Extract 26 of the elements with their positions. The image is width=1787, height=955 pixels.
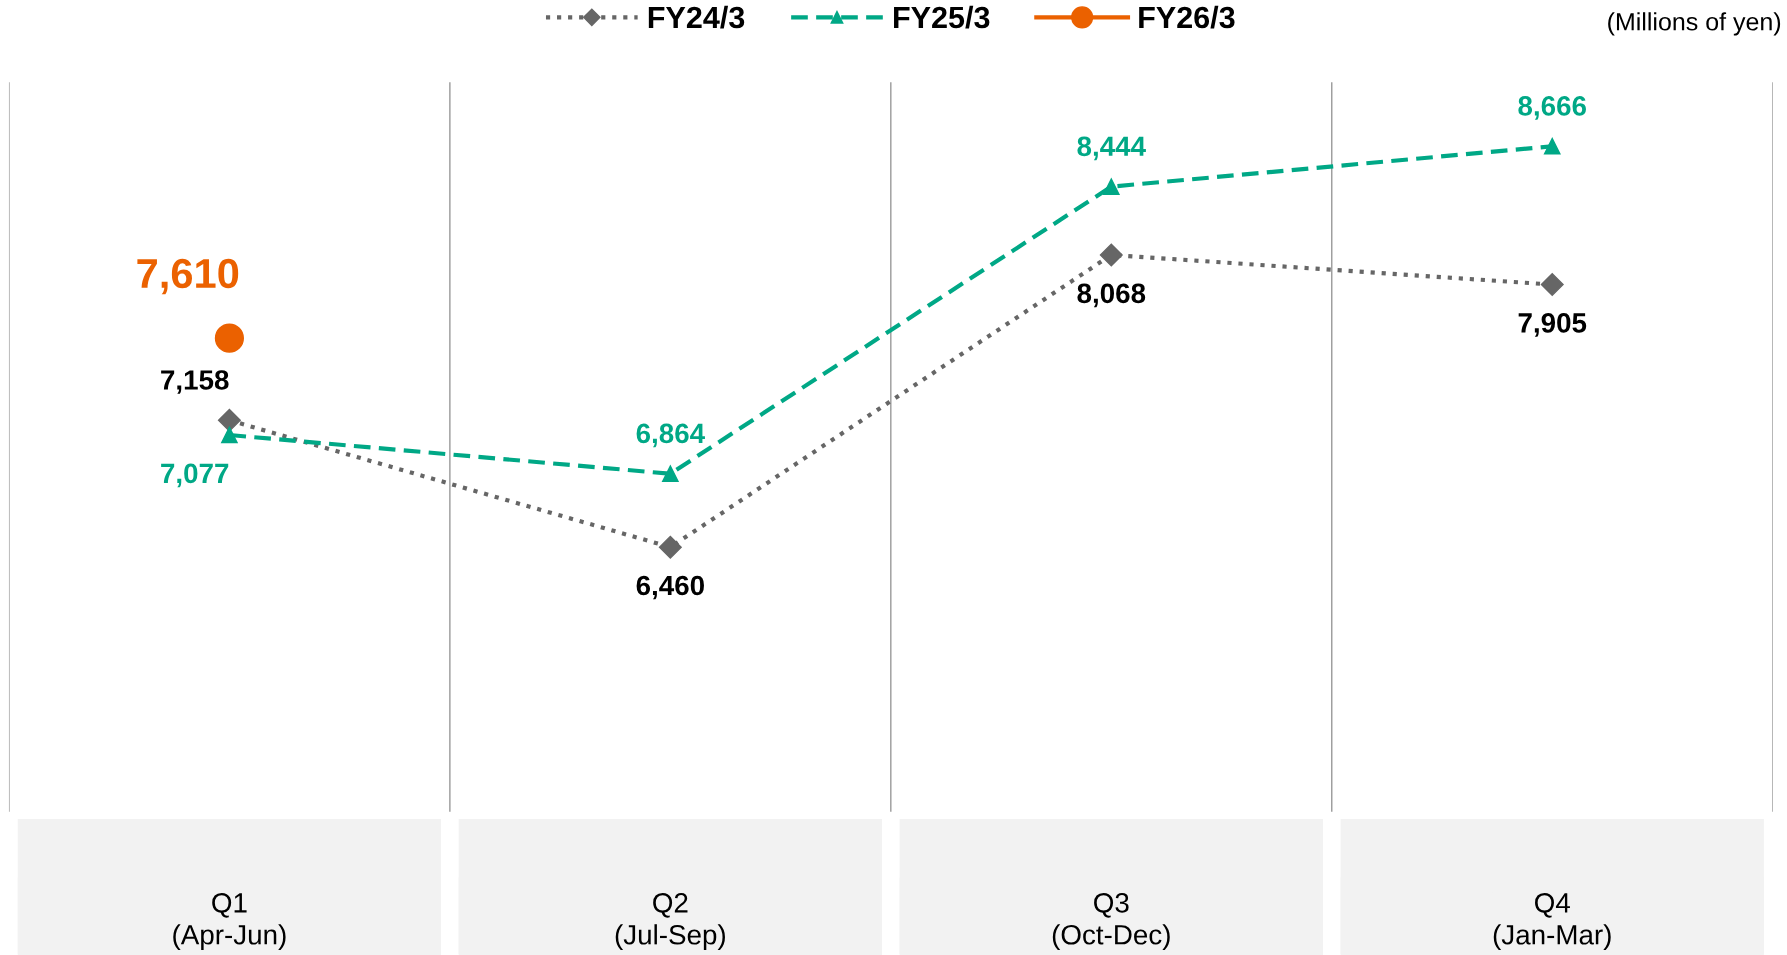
data-label: 7,610 <box>137 258 239 295</box>
data-label: 7,077 <box>161 463 229 488</box>
data-label: 8,666 <box>1518 96 1586 120</box>
point <box>1543 137 1561 155</box>
point <box>221 426 238 444</box>
point <box>1099 243 1123 267</box>
text: (Millions of yen) <box>1608 12 1781 36</box>
data-label: 7,905 <box>1518 313 1587 337</box>
x-tick-label: Q2 (Jul-Sep) <box>615 893 725 951</box>
legend-label: FY25/3 <box>894 5 990 29</box>
data-label: 8,068 <box>1077 283 1146 308</box>
point <box>1540 273 1564 297</box>
point <box>214 323 244 353</box>
data-label: 8,444 <box>1077 136 1146 161</box>
point <box>217 408 241 432</box>
data-label: 7,158 <box>161 370 229 394</box>
data-label: 6,864 <box>636 423 705 448</box>
x-tick-label: Q3 (Oct-Dec) <box>1052 893 1170 951</box>
x-tick-label: Q1 (Apr-Jun) <box>173 893 286 951</box>
point <box>658 535 682 559</box>
data-label: 6,460 <box>636 575 704 600</box>
x-tick-label: Q4 (Jan-Mar) <box>1493 893 1611 951</box>
legend-label: FY24/3 <box>648 5 745 29</box>
point <box>1102 178 1120 195</box>
point <box>662 465 679 483</box>
legend-label: FY26/3 <box>1139 5 1235 29</box>
